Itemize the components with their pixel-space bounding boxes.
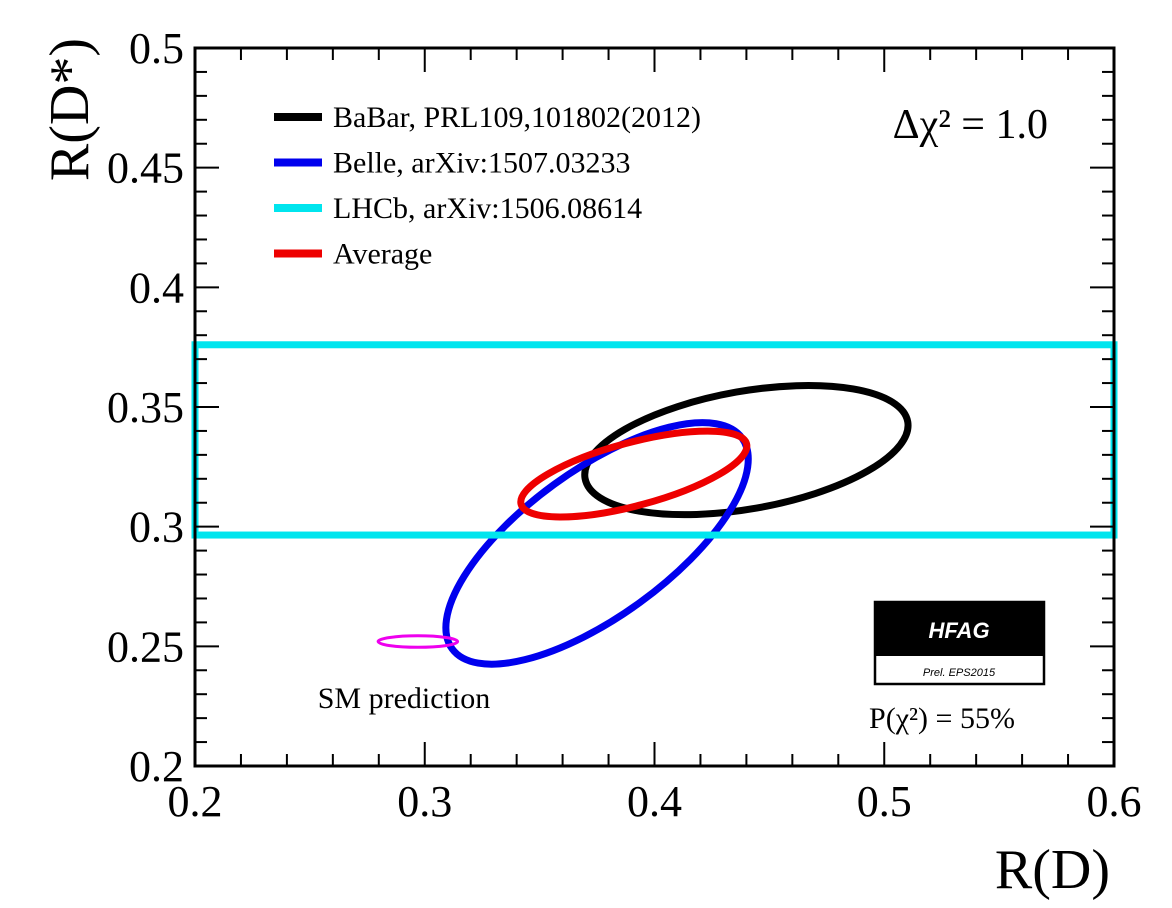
p-value-label: P(χ²) = 55%: [869, 702, 1015, 735]
series-sm-ellipse: [376, 634, 460, 649]
y-axis-label: R(D*): [39, 38, 101, 181]
hfag-subtitle: Prel. EPS2015: [923, 667, 996, 679]
x-tick-label: 0.5: [857, 777, 912, 826]
x-tick-label: 0.6: [1087, 777, 1142, 826]
legend-label: LHCb, arXiv:1506.08614: [333, 192, 642, 225]
x-tick-label: 0.4: [627, 777, 682, 826]
legend-label: Average: [333, 238, 432, 271]
sm-prediction-label: SM prediction: [318, 682, 491, 715]
legend: BaBar, PRL109,101802(2012) Belle, arXiv:1…: [274, 101, 701, 271]
y-tick-label: 0.35: [107, 383, 184, 432]
y-tick-label: 0.45: [107, 144, 184, 193]
series-belle-ellipse: [442, 419, 752, 668]
series-babar-ellipse: [581, 381, 912, 519]
y-tick-label: 0.4: [129, 263, 184, 312]
x-tick-label: 0.2: [168, 777, 223, 826]
series-average-ellipse: [517, 427, 751, 521]
delta-chi2-annotation: Δχ² = 1.0: [893, 102, 1048, 148]
hfag-title: HFAG: [928, 618, 989, 643]
hfag-badge: HFAG Prel. EPS2015: [873, 600, 1046, 686]
legend-label: Belle, arXiv:1507.03233: [333, 147, 630, 180]
x-axis-label: R(D): [995, 839, 1110, 901]
y-tick-label: 0.25: [107, 622, 184, 671]
y-tick-label: 0.2: [129, 742, 184, 791]
legend-label: BaBar, PRL109,101802(2012): [333, 101, 701, 134]
y-tick-label: 0.5: [129, 24, 184, 73]
x-tick-label: 0.3: [397, 777, 452, 826]
y-tick-label: 0.3: [129, 503, 184, 552]
